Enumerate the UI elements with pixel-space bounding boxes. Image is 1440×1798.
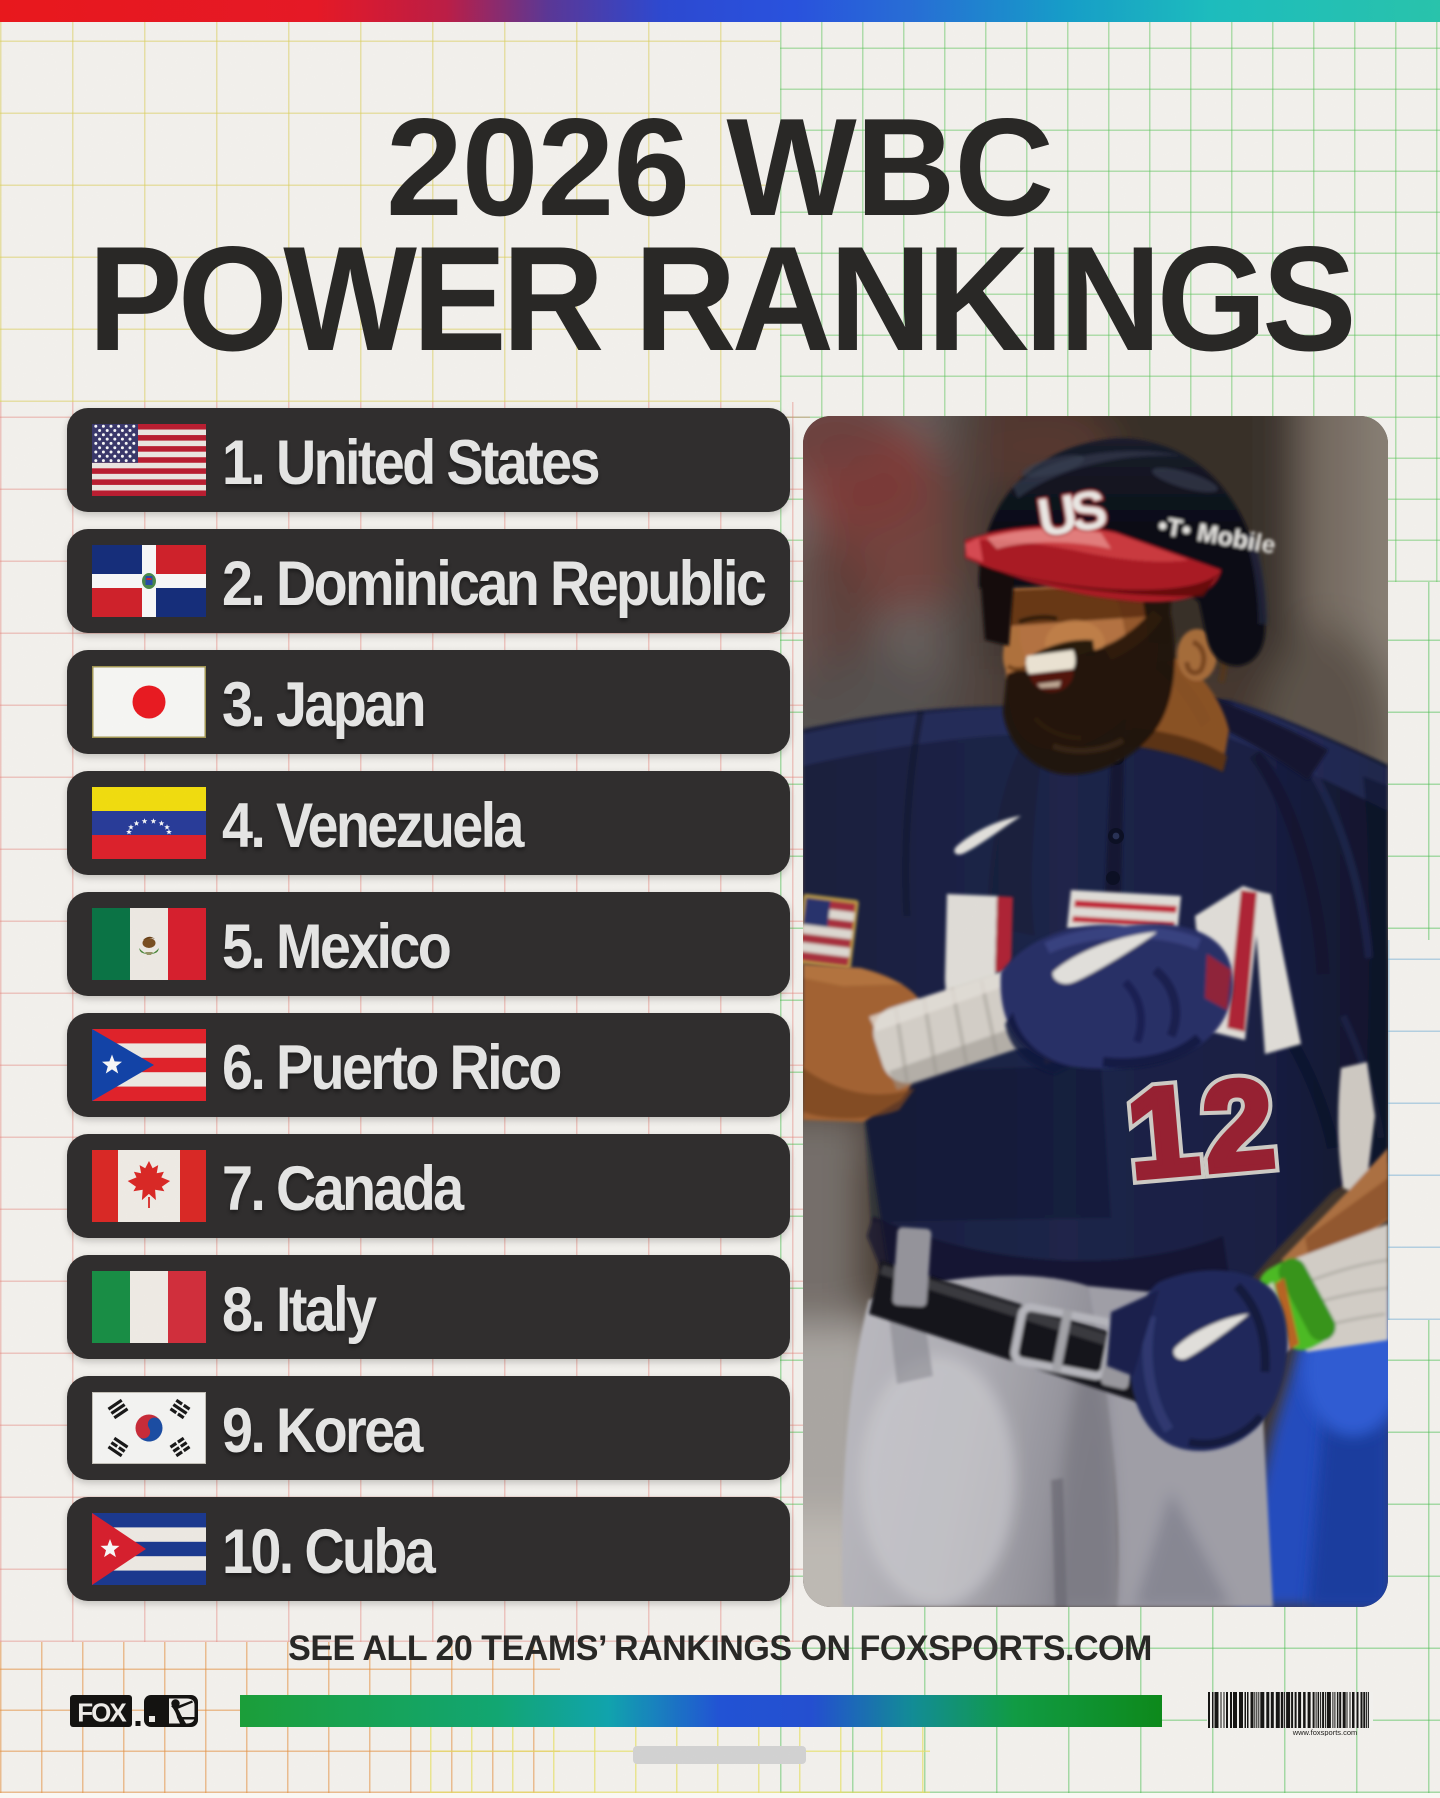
svg-text:12: 12 [1122, 1051, 1286, 1205]
svg-text:US: US [1034, 479, 1110, 549]
svg-text:12: 12 [1122, 1051, 1286, 1205]
svg-text:FOX: FOX [77, 1698, 127, 1728]
svg-text:www.foxsports.com: www.foxsports.com [1292, 1728, 1358, 1736]
